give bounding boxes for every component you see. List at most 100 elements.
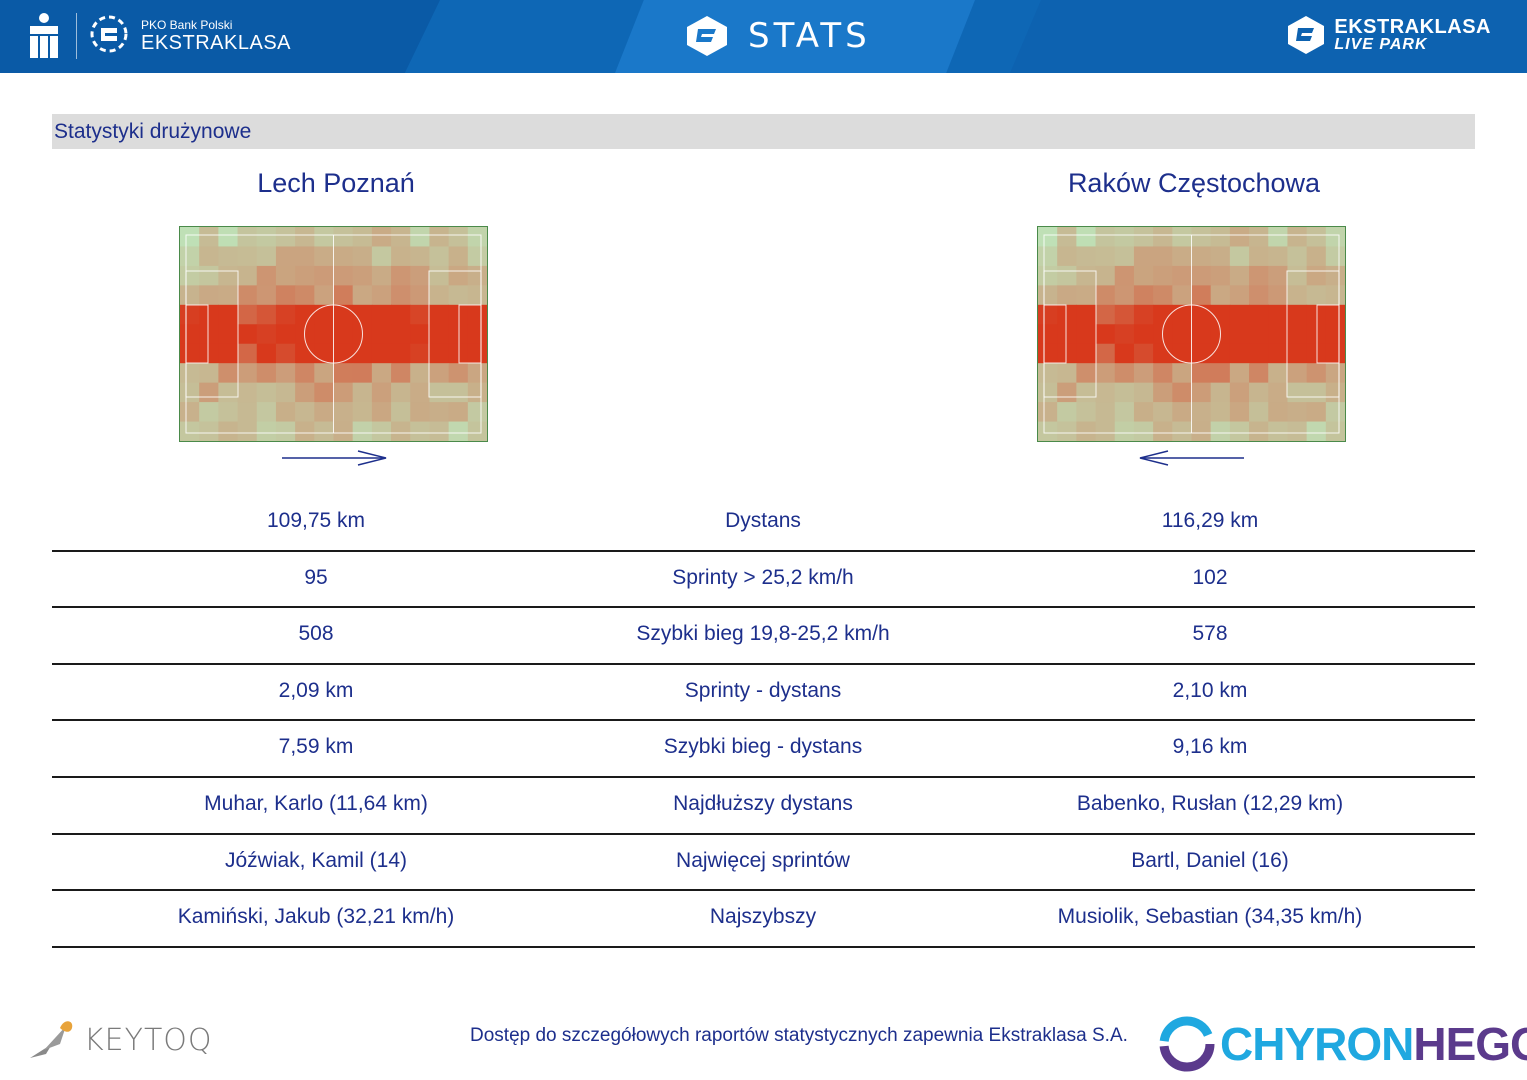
heatmap-cell xyxy=(1057,402,1077,423)
heatmap-cell xyxy=(314,421,334,441)
heatmap-cell xyxy=(218,227,239,247)
heatmap-cell xyxy=(1038,402,1058,423)
keytoq-wordmark: KEYTOQ xyxy=(84,1022,213,1058)
heatmap-cell xyxy=(1287,227,1308,247)
heatmap-cell xyxy=(1306,246,1327,267)
heatmap-cell xyxy=(256,265,277,286)
heatmap-cell xyxy=(314,382,334,403)
heatmap-cell xyxy=(1325,363,1345,384)
heatmap-cell xyxy=(1076,402,1097,423)
heatmap-cell xyxy=(256,402,277,423)
heatmap-right xyxy=(1037,226,1346,442)
heatmap-cell xyxy=(1229,324,1250,345)
heatmap-cell xyxy=(1306,363,1327,384)
heatmap-cell xyxy=(1229,304,1250,325)
heatmap-cell xyxy=(1287,363,1308,384)
heatmap-cell xyxy=(1325,246,1345,267)
heatmap-cell xyxy=(467,421,487,441)
heatmap-cell xyxy=(1076,343,1097,364)
heatmap-cell xyxy=(295,285,315,306)
heatmap-cell xyxy=(1076,285,1097,306)
heatmap-cell xyxy=(256,246,277,267)
heatmap-cell xyxy=(275,402,296,423)
heatmap-cell xyxy=(1325,421,1345,441)
heatmap-cell xyxy=(467,227,487,247)
heatmap-cell xyxy=(1038,227,1058,247)
heatmap-cell xyxy=(1268,246,1288,267)
table-row: 109,75 km Dystans 116,29 km xyxy=(52,495,1475,552)
heatmap-cell xyxy=(1038,382,1058,403)
heatmap-cell xyxy=(1249,382,1269,403)
heatmap-cell xyxy=(1287,402,1308,423)
stat-label: Sprinty - dystans xyxy=(684,678,842,702)
heatmap-cell xyxy=(352,227,373,247)
heatmap-cell xyxy=(1114,265,1135,286)
heatmap-cell xyxy=(333,402,354,423)
team-stats-table: 109,75 km Dystans 116,29 km 95 Sprinty >… xyxy=(52,495,1475,948)
heatmap-cell xyxy=(1076,382,1097,403)
heatmap-cell xyxy=(1306,304,1327,325)
heatmap-cell xyxy=(467,402,487,423)
heatmap-cell xyxy=(1210,343,1231,364)
live-park-wordmark: EKSTRAKLASA LIVE PARK xyxy=(1334,17,1491,53)
heatmap-cell xyxy=(410,402,430,423)
heatmap-cell xyxy=(448,227,469,247)
heatmap-cell xyxy=(1038,265,1058,286)
heatmap-cell xyxy=(1268,304,1288,325)
heatmap-cell xyxy=(199,304,219,325)
stat-label: Sprinty > 25,2 km/h xyxy=(672,565,854,589)
heatmap-cell xyxy=(237,227,258,247)
heatmap-cell xyxy=(1172,265,1192,286)
heatmap-cell xyxy=(352,363,373,384)
live-park-emblem-icon xyxy=(1288,16,1325,54)
heatmap-cell xyxy=(1057,304,1077,325)
heatmap-cell xyxy=(467,363,487,384)
heatmap-cell xyxy=(1153,402,1173,423)
chyronhego-logo: CHYRONHEGO xyxy=(1158,1016,1527,1072)
heatmap-cell xyxy=(1325,382,1345,403)
heatmap-cell xyxy=(1229,363,1250,384)
heatmap-cell xyxy=(275,285,296,306)
heatmap-cell xyxy=(237,246,258,267)
header-divider xyxy=(76,13,77,59)
chyron-wordmark-b: HEGO xyxy=(1413,1018,1527,1070)
heatmap-cell xyxy=(391,227,411,247)
heatmap-cell xyxy=(1249,246,1269,267)
heatmap-cell xyxy=(1325,265,1345,286)
heatmap-cell xyxy=(1249,343,1269,364)
heatmap-cell xyxy=(1268,363,1288,384)
heatmap-cell xyxy=(199,227,219,247)
heatmap-cell xyxy=(314,363,334,384)
heatmap-cell xyxy=(391,421,411,441)
stat-left-value: 508 xyxy=(298,622,334,646)
heatmap-cell xyxy=(371,402,392,423)
heatmap-cell xyxy=(1210,382,1231,403)
stat-label: Dystans xyxy=(725,509,801,532)
pitch-marking xyxy=(1316,304,1340,364)
heatmap-cell xyxy=(1153,285,1173,306)
heatmap-cell xyxy=(1153,421,1173,441)
heatmap-cell xyxy=(371,246,392,267)
heatmap-cell xyxy=(1191,343,1212,364)
pko-logo-icon xyxy=(24,11,64,61)
heatmap-cell xyxy=(429,421,450,441)
heatmap-cell xyxy=(1114,343,1135,364)
heatmap-cell xyxy=(1268,382,1288,403)
heatmap-cell xyxy=(218,285,239,306)
heatmap-cell xyxy=(1153,265,1173,286)
heatmap-cell xyxy=(180,304,200,325)
heatmap-cell xyxy=(1076,304,1097,325)
heatmap-cell xyxy=(314,343,334,364)
heatmap-cell xyxy=(218,421,239,441)
heatmap-cell xyxy=(1191,382,1212,403)
heatmap-cell xyxy=(352,402,373,423)
heatmap-cell xyxy=(1133,382,1154,403)
heatmap-cell xyxy=(1095,363,1116,384)
heatmap-cell xyxy=(1172,227,1192,247)
heatmap-cell xyxy=(333,324,354,345)
heatmap-cell xyxy=(1095,246,1116,267)
stat-label: Najszybszy xyxy=(709,905,817,929)
heatmap-cell xyxy=(1325,343,1345,364)
heatmap-cell xyxy=(314,285,334,306)
heatmap-cell xyxy=(429,227,450,247)
